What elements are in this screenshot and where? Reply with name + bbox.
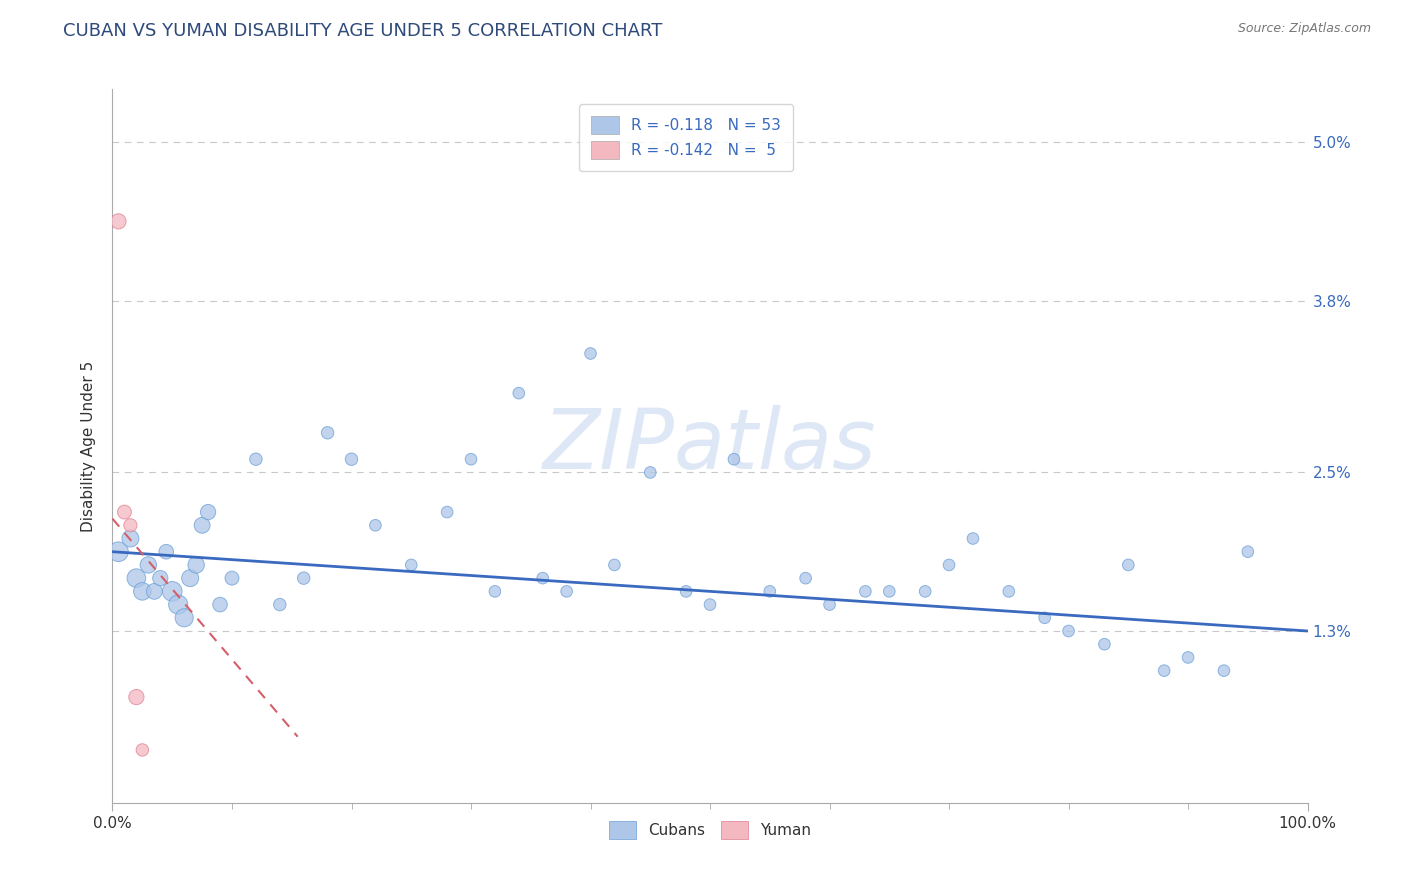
Point bbox=[436, 505, 458, 519]
Point bbox=[167, 598, 190, 612]
Point bbox=[1094, 637, 1116, 651]
Text: ZIPatlas: ZIPatlas bbox=[543, 406, 877, 486]
Point bbox=[107, 545, 129, 559]
Point bbox=[1213, 664, 1236, 678]
Point bbox=[1057, 624, 1080, 638]
Point bbox=[675, 584, 697, 599]
Point bbox=[143, 584, 166, 599]
Point bbox=[699, 598, 721, 612]
Point bbox=[186, 558, 208, 572]
Point bbox=[179, 571, 201, 585]
Point bbox=[131, 584, 153, 599]
Point bbox=[938, 558, 960, 572]
Text: Source: ZipAtlas.com: Source: ZipAtlas.com bbox=[1237, 22, 1371, 36]
Point bbox=[155, 545, 177, 559]
Point bbox=[759, 584, 782, 599]
Point bbox=[245, 452, 267, 467]
Point bbox=[855, 584, 877, 599]
Point bbox=[120, 532, 142, 546]
Point bbox=[125, 571, 148, 585]
Point bbox=[579, 346, 602, 360]
Point bbox=[197, 505, 219, 519]
Point bbox=[555, 584, 578, 599]
Point bbox=[173, 611, 195, 625]
Point bbox=[1118, 558, 1140, 572]
Point bbox=[401, 558, 423, 572]
Point bbox=[962, 532, 984, 546]
Point bbox=[818, 598, 841, 612]
Point bbox=[1177, 650, 1199, 665]
Point bbox=[120, 518, 142, 533]
Point bbox=[114, 505, 135, 519]
Point bbox=[914, 584, 936, 599]
Point bbox=[209, 598, 232, 612]
Point bbox=[125, 690, 148, 704]
Y-axis label: Disability Age Under 5: Disability Age Under 5 bbox=[80, 360, 96, 532]
Point bbox=[531, 571, 554, 585]
Point bbox=[640, 466, 662, 480]
Point bbox=[1033, 611, 1056, 625]
Point bbox=[794, 571, 817, 585]
Point bbox=[508, 386, 530, 401]
Point bbox=[131, 743, 153, 757]
Text: CUBAN VS YUMAN DISABILITY AGE UNDER 5 CORRELATION CHART: CUBAN VS YUMAN DISABILITY AGE UNDER 5 CO… bbox=[63, 22, 662, 40]
Point bbox=[162, 584, 183, 599]
Point bbox=[998, 584, 1021, 599]
Point bbox=[1153, 664, 1175, 678]
Legend: Cubans, Yuman: Cubans, Yuman bbox=[603, 815, 817, 845]
Point bbox=[316, 425, 339, 440]
Point bbox=[149, 571, 172, 585]
Point bbox=[1237, 545, 1260, 559]
Point bbox=[292, 571, 315, 585]
Point bbox=[603, 558, 626, 572]
Point bbox=[340, 452, 363, 467]
Point bbox=[191, 518, 214, 533]
Point bbox=[723, 452, 745, 467]
Point bbox=[221, 571, 243, 585]
Point bbox=[484, 584, 506, 599]
Point bbox=[364, 518, 387, 533]
Point bbox=[879, 584, 901, 599]
Point bbox=[107, 214, 129, 228]
Point bbox=[460, 452, 482, 467]
Point bbox=[138, 558, 160, 572]
Point bbox=[269, 598, 291, 612]
